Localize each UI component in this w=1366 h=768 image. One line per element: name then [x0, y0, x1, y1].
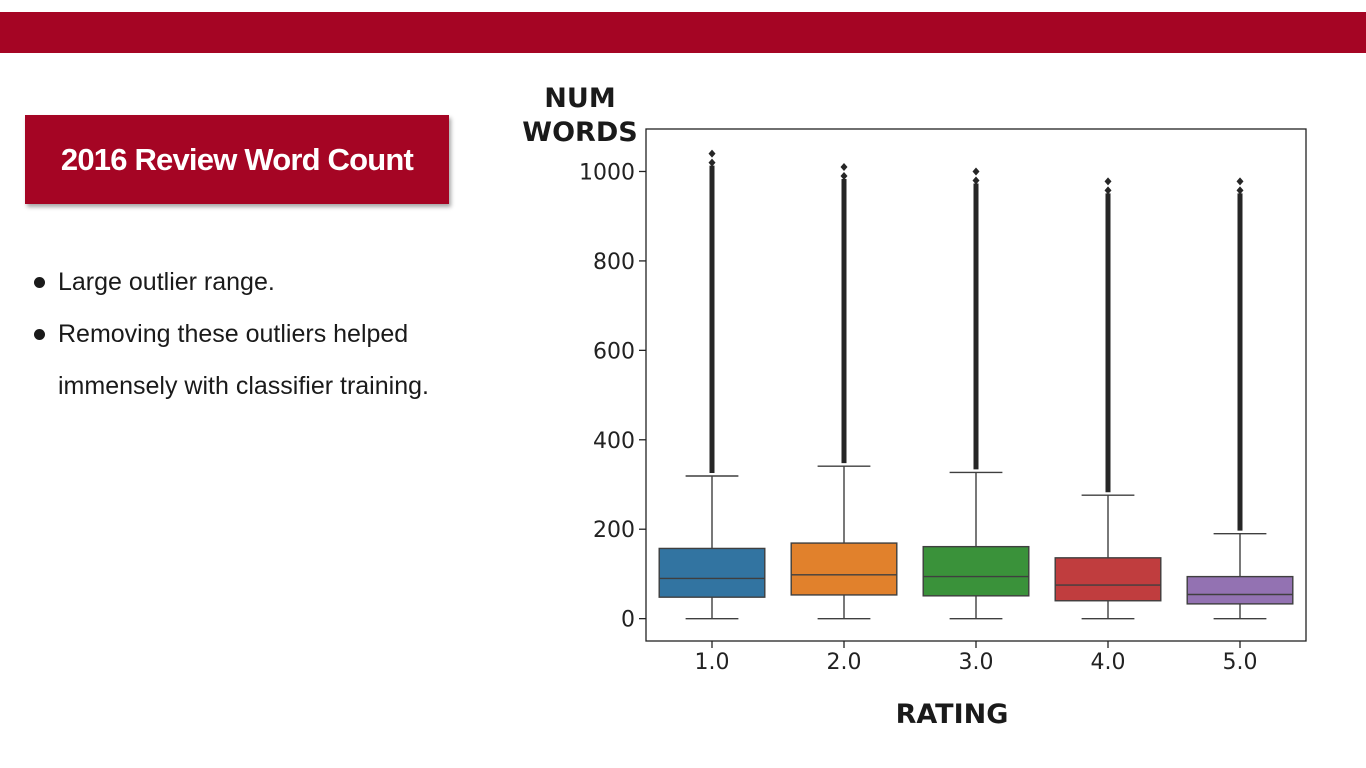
bullet-list: Large outlier range. Removing these outl…	[34, 256, 504, 412]
outlier-point	[840, 172, 848, 181]
y-tick-label: 400	[593, 429, 635, 454]
box-iqr	[1054, 557, 1162, 602]
box-iqr	[790, 542, 898, 596]
y-tick-label: 1000	[579, 160, 635, 185]
bullet-item: Large outlier range.	[34, 256, 504, 308]
x-tick-label: 1.0	[695, 650, 730, 675]
bullet-text: Removing these outliers helped immensely…	[58, 320, 429, 400]
outlier-point-max	[708, 149, 716, 158]
slide-title-box: 2016 Review Word Count	[25, 115, 449, 204]
box-iqr	[922, 545, 1030, 597]
outlier-point	[1236, 186, 1244, 195]
bullet-dot-icon	[34, 329, 45, 340]
y-axis-title-line1: NUM	[544, 83, 615, 114]
x-tick-label: 2.0	[827, 650, 862, 675]
y-tick-label: 200	[593, 518, 635, 543]
y-axis-title-line2: WORDS	[522, 117, 637, 148]
x-axis-title: RATING	[896, 699, 1009, 730]
header-band	[0, 12, 1366, 53]
y-tick-label: 800	[593, 250, 635, 275]
x-tick-label: 5.0	[1223, 650, 1258, 675]
outlier-point	[972, 176, 980, 185]
box-iqr	[1186, 575, 1294, 605]
outlier-point	[708, 158, 716, 167]
y-tick-label: 0	[621, 608, 635, 633]
x-tick-label: 3.0	[959, 650, 994, 675]
box-iqr	[658, 547, 766, 598]
outlier-point	[1104, 186, 1112, 195]
slide-title: 2016 Review Word Count	[60, 141, 414, 177]
plot-area: 0 200 400 600 800 1000 1.0 2.0 3.0 4.0 5.0	[579, 128, 1307, 675]
bullet-item: Removing these outliers helped immensely…	[34, 308, 504, 412]
y-tick-label: 600	[593, 339, 635, 364]
bullet-text: Large outlier range.	[58, 268, 275, 296]
outlier-point-max	[972, 167, 980, 176]
x-tick-label: 4.0	[1091, 650, 1126, 675]
outlier-point-max	[1236, 177, 1244, 186]
outlier-point-max	[1104, 177, 1112, 186]
outlier-point-max	[840, 163, 848, 172]
bullet-dot-icon	[34, 277, 45, 288]
